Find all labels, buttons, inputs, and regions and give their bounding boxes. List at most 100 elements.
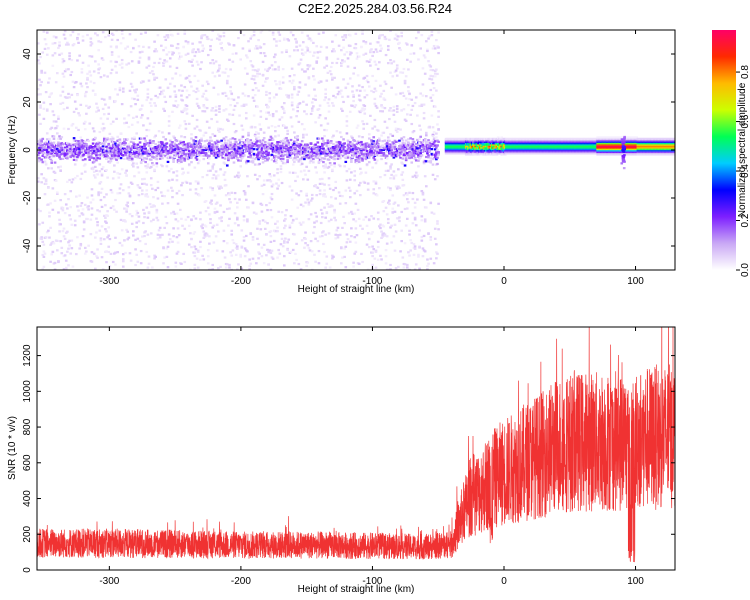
heatmap-cell [61,61,65,64]
heatmap-cell [60,246,64,249]
heatmap-cell [156,219,160,222]
heatmap-cell [242,103,246,106]
heatmap-cell [354,146,358,149]
heatmap-cell [386,48,390,51]
heatmap-cell [134,238,137,241]
heatmap-cell [298,62,302,65]
heatmap-cell [384,262,388,265]
heatmap-cell [83,95,87,98]
heatmap-cell [265,204,268,207]
heatmap-cell [389,133,392,136]
heatmap-cell [353,139,357,142]
heatmap-cell [48,148,51,152]
heatmap-cell [107,141,111,144]
heatmap-cell [99,180,103,184]
heatmap-cell [348,240,352,243]
heatmap-cell [290,96,294,99]
heatmap-cell [40,139,43,142]
heatmap-cell [284,140,287,143]
heatmap-cell [433,148,437,151]
heatmap-cell [117,55,121,58]
heatmap-cell [205,120,209,123]
heatmap-cell [405,113,409,116]
heatmap-cell [267,126,270,129]
heatmap-cell [205,106,209,110]
heatmap-cell [246,220,249,223]
heatmap-cell [155,209,159,212]
heatmap-cell [147,255,151,258]
heatmap-cell [285,126,288,129]
heatmap-cell [143,177,146,181]
heatmap-cell [431,126,435,129]
heatmap-cell [393,139,397,142]
heatmap-cell [191,64,194,67]
heatmap-cell [153,61,156,65]
heatmap-cell [270,158,274,161]
heatmap-cell [206,206,210,209]
heatmap-cell [326,152,330,155]
heatmap-cell [196,250,200,253]
heatmap-cell [362,122,365,126]
heatmap-cell [325,262,329,265]
heatmap-cell [223,162,227,165]
heatmap-cell [326,122,330,125]
heatmap-cell [360,151,363,154]
heatmap-cell [149,220,153,223]
heatmap-cell [154,134,158,137]
heatmap-cell [244,54,248,57]
heatmap-cell [278,80,282,83]
heatmap-cell [289,146,293,149]
heatmap-cell [171,196,174,199]
heatmap-cell [58,53,61,56]
heatmap-cell [414,146,418,149]
heatmap-cell [228,145,231,148]
heatmap-cell [138,240,142,243]
heatmap-cell [63,30,67,33]
heatmap-cell [234,152,238,155]
heatmap-cell [80,85,84,88]
heatmap-cell [94,145,97,148]
heatmap-cell [96,224,99,227]
heatmap-cell [420,33,424,37]
heatmap-cell [172,160,175,163]
heatmap-cell [211,187,215,190]
heatmap-cell [309,145,313,149]
heatmap-cell [242,33,246,37]
heatmap-cell [162,49,165,52]
heatmap-cell [367,218,371,222]
heatmap-cell [335,229,339,232]
heatmap-cell [41,143,45,147]
heatmap-cell [295,40,298,43]
heatmap-cell [354,42,358,46]
heatmap-cell [70,142,74,145]
heatmap-cell [189,232,192,235]
heatmap-cell [314,143,317,146]
heatmap-cell [313,225,316,229]
heatmap-cell [308,154,312,157]
heatmap-cell [420,239,424,242]
heatmap-cell [133,137,136,140]
heatmap-cell [181,110,184,114]
heatmap-cell [329,141,333,144]
heatmap-cell [286,139,289,142]
heatmap-cell [68,151,71,154]
heatmap-cell [268,113,272,117]
heatmap-cell [225,153,229,156]
heatmap-cell [219,265,222,269]
heatmap-cell [115,46,118,49]
heatmap-cell [184,109,188,112]
heatmap-cell [392,235,396,238]
heatmap-cell [334,186,338,190]
heatmap-cell [172,210,175,213]
heatmap-cell [319,45,323,48]
heatmap-cell [393,152,397,156]
heatmap-cell [421,247,425,250]
heatmap-cell [287,147,291,150]
heatmap-cell [91,198,95,201]
heatmap-cell [59,169,62,173]
heatmap-cell [341,35,344,39]
heatmap-cell [158,157,162,160]
heatmap-cell [71,122,75,126]
heatmap-cell [70,223,74,226]
heatmap-cell [305,156,308,159]
